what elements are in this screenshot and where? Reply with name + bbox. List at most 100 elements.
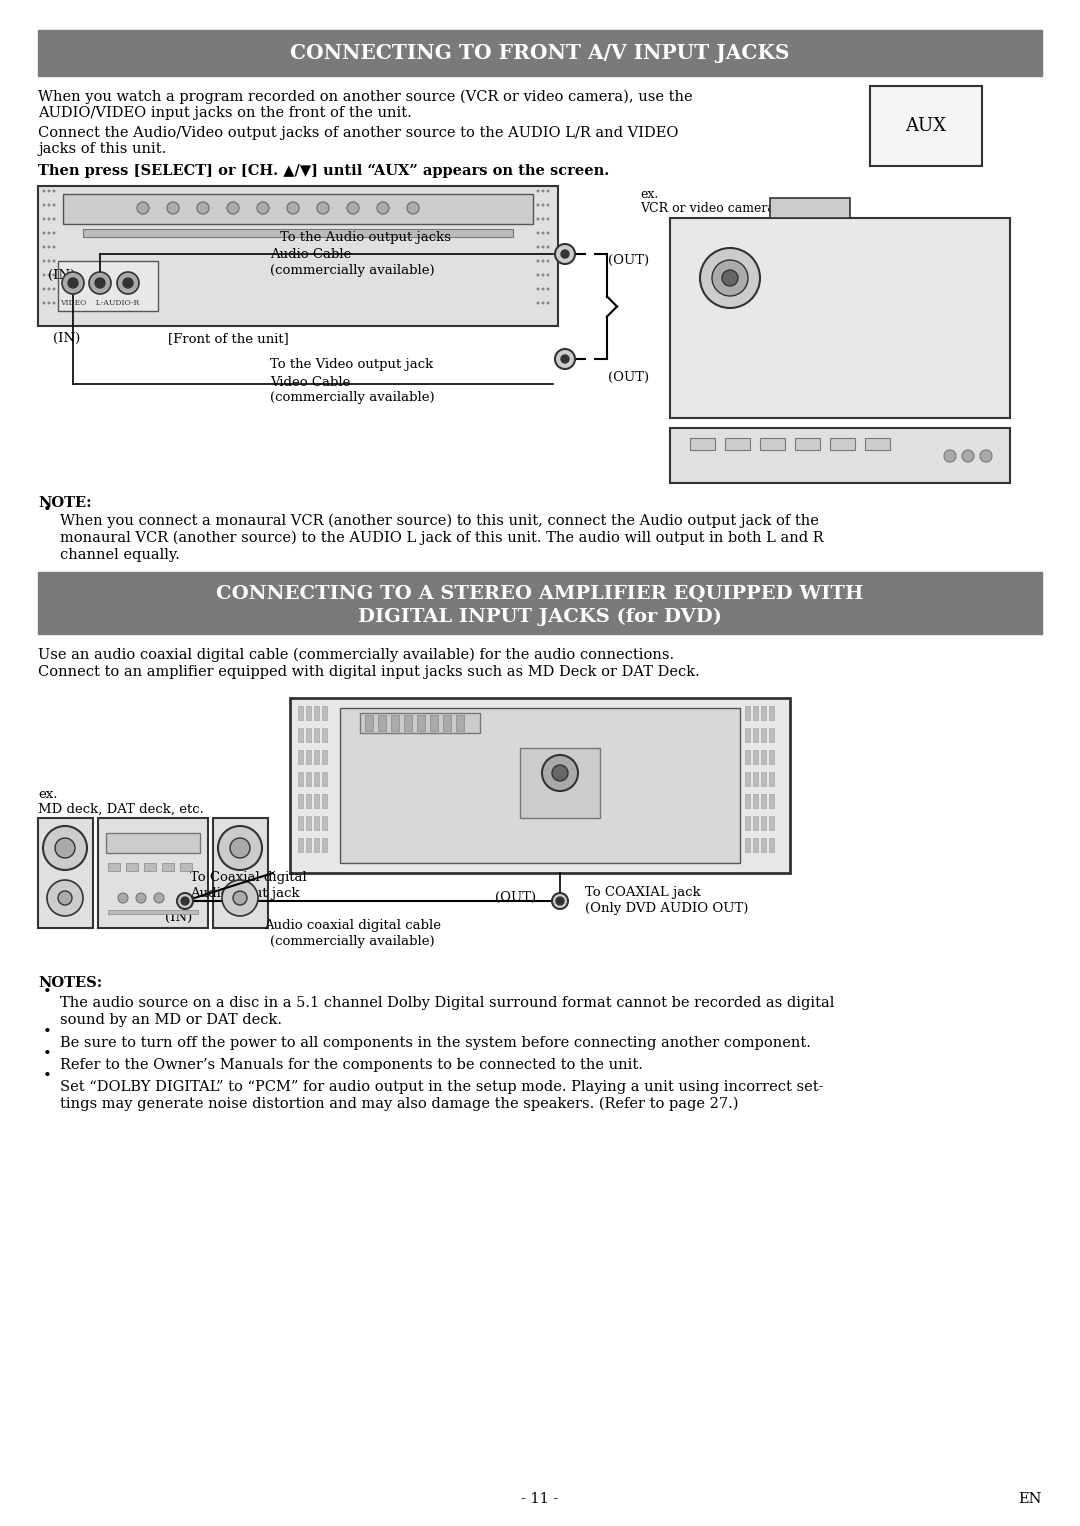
Circle shape bbox=[537, 189, 540, 192]
Bar bbox=[298, 728, 303, 742]
Bar bbox=[745, 772, 750, 786]
Bar bbox=[360, 713, 480, 732]
Bar bbox=[38, 818, 93, 928]
Circle shape bbox=[48, 189, 51, 192]
Bar bbox=[745, 838, 750, 852]
Circle shape bbox=[117, 272, 139, 295]
Text: To COAXIAL jack: To COAXIAL jack bbox=[585, 887, 701, 899]
Text: (OUT): (OUT) bbox=[608, 371, 649, 385]
Text: Use an audio coaxial digital cable (commercially available) for the audio connec: Use an audio coaxial digital cable (comm… bbox=[38, 649, 674, 662]
Text: △♣: △♣ bbox=[575, 794, 591, 803]
Bar bbox=[298, 707, 303, 720]
Bar bbox=[769, 707, 774, 720]
Bar bbox=[314, 749, 319, 765]
Circle shape bbox=[48, 218, 51, 220]
Text: [Front of the unit]: [Front of the unit] bbox=[168, 333, 288, 345]
Text: (OUT): (OUT) bbox=[495, 891, 536, 903]
Bar bbox=[670, 427, 1010, 484]
Text: The audio source on a disc in a 5.1 channel Dolby Digital surround format cannot: The audio source on a disc in a 5.1 chan… bbox=[60, 996, 835, 1010]
Bar bbox=[322, 749, 327, 765]
Bar bbox=[670, 218, 1010, 418]
Bar bbox=[770, 198, 850, 218]
Text: (commercially available): (commercially available) bbox=[270, 264, 434, 278]
Text: channel equally.: channel equally. bbox=[60, 548, 179, 562]
Bar bbox=[306, 772, 311, 786]
Circle shape bbox=[552, 893, 568, 909]
Bar bbox=[38, 186, 558, 327]
Bar bbox=[753, 838, 758, 852]
Text: Connect the Audio/Video output jacks of another source to the AUDIO L/R and VIDE: Connect the Audio/Video output jacks of … bbox=[38, 127, 678, 140]
Text: Audio input jack: Audio input jack bbox=[190, 887, 299, 900]
Bar bbox=[769, 816, 774, 830]
Bar bbox=[83, 229, 513, 237]
Bar bbox=[745, 728, 750, 742]
Text: MD deck, DAT deck, etc.: MD deck, DAT deck, etc. bbox=[38, 803, 204, 816]
Bar bbox=[108, 864, 120, 871]
Circle shape bbox=[561, 356, 569, 363]
Circle shape bbox=[700, 249, 760, 308]
Bar bbox=[306, 816, 311, 830]
Bar bbox=[306, 794, 311, 807]
Bar bbox=[690, 438, 715, 450]
Circle shape bbox=[89, 272, 111, 295]
Circle shape bbox=[541, 232, 544, 235]
Text: Audio coaxial digital cable: Audio coaxial digital cable bbox=[264, 919, 441, 932]
Text: NOTE:: NOTE: bbox=[38, 496, 92, 510]
Circle shape bbox=[222, 881, 258, 916]
Circle shape bbox=[546, 302, 550, 305]
Bar bbox=[126, 864, 138, 871]
Bar bbox=[38, 31, 1042, 76]
Text: •: • bbox=[43, 504, 52, 517]
Bar bbox=[456, 716, 464, 731]
Circle shape bbox=[95, 278, 105, 288]
Circle shape bbox=[42, 287, 45, 290]
Circle shape bbox=[53, 203, 55, 206]
Text: When you connect a monaural VCR (another source) to this unit, connect the Audio: When you connect a monaural VCR (another… bbox=[60, 514, 819, 528]
Circle shape bbox=[541, 246, 544, 249]
Bar bbox=[98, 818, 208, 928]
Bar bbox=[291, 697, 789, 873]
Circle shape bbox=[555, 244, 575, 264]
Circle shape bbox=[48, 273, 51, 276]
Bar bbox=[322, 707, 327, 720]
Bar bbox=[831, 438, 855, 450]
Bar bbox=[213, 818, 268, 928]
Circle shape bbox=[962, 450, 974, 462]
Circle shape bbox=[218, 826, 262, 870]
Bar bbox=[365, 716, 373, 731]
Circle shape bbox=[537, 273, 540, 276]
Circle shape bbox=[537, 302, 540, 305]
Bar bbox=[108, 909, 198, 914]
Bar bbox=[306, 728, 311, 742]
Bar bbox=[314, 772, 319, 786]
Text: To Coaxial digital: To Coaxial digital bbox=[190, 871, 307, 884]
Circle shape bbox=[42, 302, 45, 305]
Circle shape bbox=[546, 218, 550, 220]
Circle shape bbox=[542, 755, 578, 790]
Circle shape bbox=[53, 218, 55, 220]
Circle shape bbox=[233, 891, 247, 905]
Circle shape bbox=[541, 203, 544, 206]
Circle shape bbox=[537, 218, 540, 220]
Text: Set “DOLBY DIGITAL” to “PCM” for audio output in the setup mode. Playing a unit : Set “DOLBY DIGITAL” to “PCM” for audio o… bbox=[60, 1080, 824, 1094]
Bar bbox=[745, 749, 750, 765]
Circle shape bbox=[181, 897, 189, 905]
Circle shape bbox=[48, 287, 51, 290]
Text: tings may generate noise distortion and may also damage the speakers. (Refer to : tings may generate noise distortion and … bbox=[60, 1097, 739, 1111]
Circle shape bbox=[561, 250, 569, 258]
Circle shape bbox=[48, 259, 51, 262]
Circle shape bbox=[318, 201, 329, 214]
Circle shape bbox=[555, 349, 575, 369]
Text: VIDEO    L-AUDIO-R: VIDEO L-AUDIO-R bbox=[60, 299, 139, 307]
Bar bbox=[769, 772, 774, 786]
Bar bbox=[162, 864, 174, 871]
Circle shape bbox=[712, 259, 748, 296]
Circle shape bbox=[48, 881, 83, 916]
Circle shape bbox=[546, 259, 550, 262]
Bar bbox=[725, 438, 750, 450]
Circle shape bbox=[537, 232, 540, 235]
Text: Audio Cable: Audio Cable bbox=[270, 249, 351, 261]
Bar bbox=[322, 772, 327, 786]
Circle shape bbox=[42, 246, 45, 249]
Circle shape bbox=[137, 201, 149, 214]
